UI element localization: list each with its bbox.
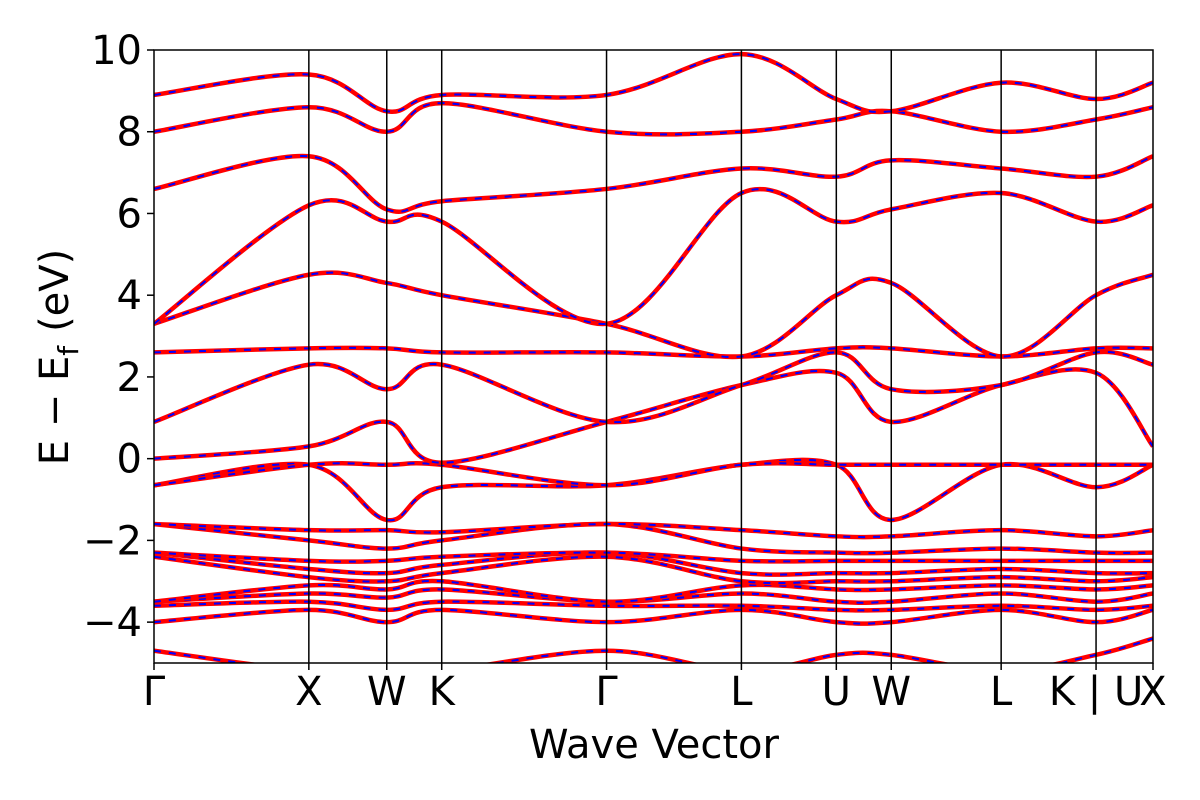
band-line-dashed-10 [154, 458, 1153, 522]
y-axis-title: E − Ef (eV) [32, 249, 85, 466]
y-axis-title-subscript: f [52, 345, 85, 356]
y-tick-label-5: 0 [117, 437, 142, 483]
x-tick-label-7: W [871, 669, 911, 715]
band-line-16 [154, 186, 1153, 327]
band-line-dashed-13 [154, 350, 1153, 424]
band-line-15 [154, 270, 1153, 360]
y-axis-title-unit: (eV) [32, 249, 78, 332]
band-line-dashed-15 [154, 271, 1153, 359]
x-tick-label-10: X [1139, 669, 1166, 715]
x-tick-label-5: L [730, 669, 753, 715]
band-line-0 [154, 636, 1153, 663]
y-tick-label-7: −4 [83, 600, 142, 646]
band-line-dashed-18 [154, 102, 1153, 136]
band-line-17 [154, 153, 1153, 215]
band-line-dashed-11 [154, 462, 1153, 487]
band-line-11 [154, 461, 1153, 488]
band-line-dashed-7 [154, 551, 1153, 563]
band-line-dashed-1 [154, 608, 1153, 625]
x-tick-label-0: Γ [143, 669, 166, 715]
x-tick-label-8: L [990, 669, 1013, 715]
y-tick-label-0: 10 [91, 28, 142, 74]
band-line-dashed-3 [154, 588, 1153, 604]
y-axis-ticks: 10 8 6 4 2 0 −2 −4 [83, 28, 154, 646]
x-tick-label-1: X [295, 669, 322, 715]
y-axis-title-main: E − E [32, 356, 78, 466]
band-line-dashed-17 [154, 155, 1153, 213]
band-line-dashed-4 [154, 579, 1153, 603]
y-tick-label-3: 4 [117, 273, 142, 319]
band-line-1 [154, 607, 1153, 626]
band-line-10 [154, 457, 1153, 523]
plot-frame [153, 49, 1154, 664]
x-tick-label-9: K | U [1049, 669, 1143, 715]
y-tick-label-2: 6 [117, 191, 142, 237]
bands-layer [154, 51, 1153, 663]
x-tick-label-4: Γ [595, 669, 618, 715]
y-tick-label-6: −2 [83, 518, 142, 564]
band-line-dashed-9 [154, 523, 1153, 539]
high-symmetry-lines [308, 50, 1097, 663]
band-line-dashed-8 [154, 522, 1153, 555]
band-line-dashed-2 [154, 600, 1153, 612]
band-line-dashed-5 [154, 555, 1153, 585]
band-line-13 [154, 349, 1153, 425]
x-axis-title: Wave Vector [529, 722, 780, 768]
x-tick-label-3: K [429, 669, 457, 715]
x-tick-label-2: W [367, 669, 407, 715]
y-tick-label-1: 8 [117, 110, 142, 156]
y-tick-label-4: 2 [117, 355, 142, 401]
band-line-dashed-6 [154, 551, 1153, 576]
x-tick-label-6: U [822, 669, 851, 715]
